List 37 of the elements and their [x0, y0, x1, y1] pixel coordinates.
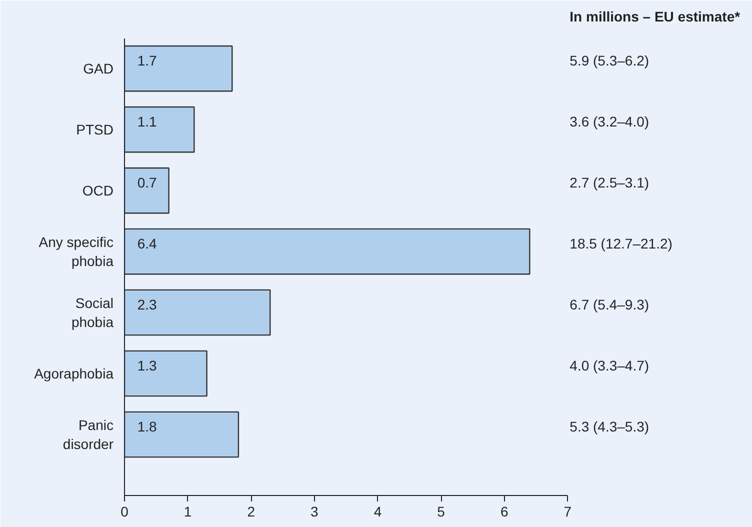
bar: [124, 106, 195, 153]
text: In millions – EU estimate*: [570, 8, 741, 25]
bar: [124, 411, 240, 458]
bar: [124, 350, 208, 397]
y-tick-label: Social phobia: [71, 294, 114, 330]
data-label: 1.7: [137, 52, 158, 69]
x-tick-label: 3: [310, 504, 319, 520]
x-tick-label: 4: [374, 504, 382, 520]
y-tick-label: Any specific phobia: [38, 234, 114, 270]
x-tick-label: 0: [120, 504, 129, 520]
x-tick-label: 1: [184, 504, 192, 520]
y-tick-label: OCD: [82, 182, 114, 199]
text: 6.7 (5.4–9.3): [570, 296, 650, 313]
x-tick-label: 2: [247, 504, 256, 520]
data-label: 1.3: [137, 358, 158, 374]
data-label: 1.1: [137, 114, 158, 130]
text: 5.9 (5.3–6.2): [570, 52, 650, 69]
y-tick-label: PTSD: [76, 122, 114, 138]
data-label: 6.4: [137, 236, 158, 252]
data-label: 0.7: [137, 174, 158, 191]
text: 3.6 (3.2–4.0): [570, 114, 650, 130]
bar: [124, 167, 170, 214]
x-tick-label: 7: [564, 504, 572, 520]
text: 4.0 (3.3–4.7): [570, 358, 650, 374]
data-label: 1.8: [137, 418, 158, 435]
y-tick-label: Panic disorder: [62, 416, 114, 452]
x-tick-label: 5: [437, 504, 446, 520]
y-tick-label: GAD: [83, 60, 114, 77]
bar: [124, 45, 233, 92]
text: 18.5 (12.7–21.2): [570, 236, 672, 252]
bar: [124, 228, 530, 275]
bar: [124, 289, 271, 336]
text: 2.7 (2.5–3.1): [570, 174, 650, 191]
y-tick-label: Agoraphobia: [34, 366, 114, 382]
data-label: 2.3: [137, 296, 158, 313]
x-tick-label: 6: [500, 504, 508, 520]
text: 5.3 (4.3–5.3): [570, 418, 650, 435]
